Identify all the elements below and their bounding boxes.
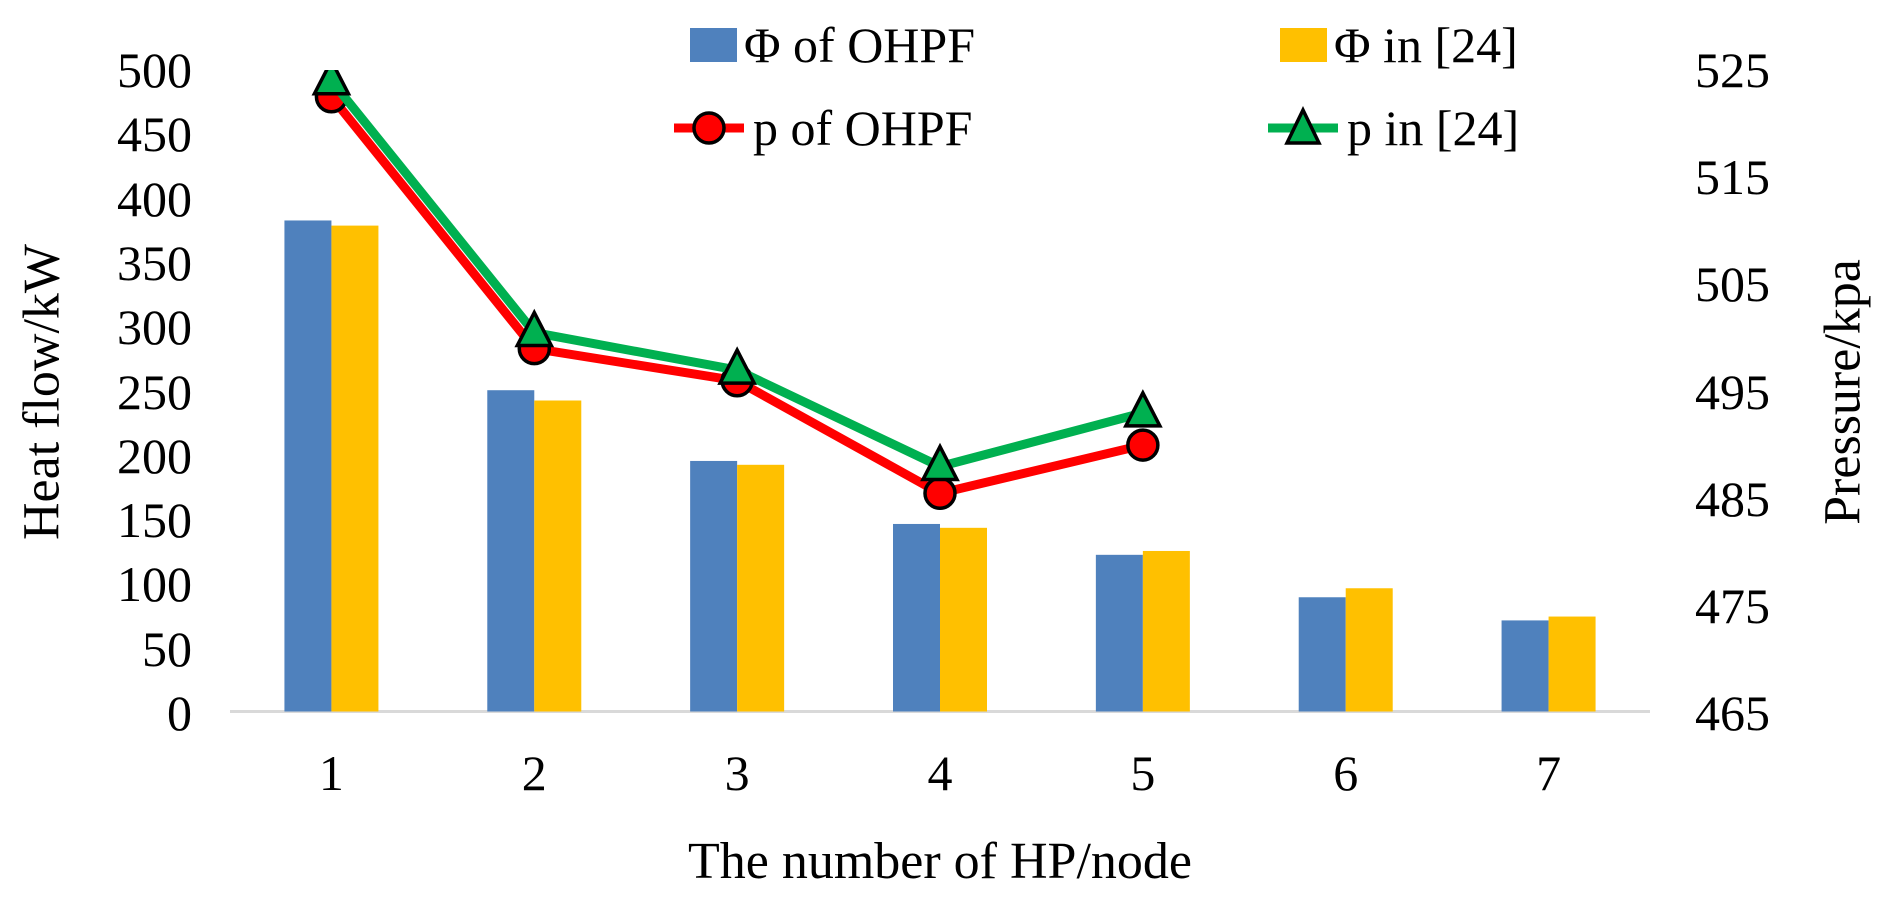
y-right-tick-label: 505 <box>1695 256 1770 313</box>
triangle-marker-cat5 <box>1122 389 1163 428</box>
bar-yellow-cat4 <box>940 527 987 712</box>
y-left-tick-label: 400 <box>117 170 192 227</box>
y-left-tick-label: 450 <box>117 106 192 163</box>
y-right-tick-label: 485 <box>1695 470 1770 527</box>
legend-item-phi-24: Φ in [24] <box>1280 17 1518 73</box>
y-left-tick-label: 50 <box>142 620 192 677</box>
legend-label: Φ in [24] <box>1334 17 1518 73</box>
bar-blue-cat5 <box>1095 554 1143 712</box>
bar-yellow-cat1 <box>331 225 379 712</box>
bar-blue-cat7 <box>1501 620 1549 712</box>
y-left-tick-label: 250 <box>117 363 192 420</box>
bar-blue-cat3 <box>690 460 738 712</box>
bar-blue-cat4 <box>893 523 940 712</box>
bar-yellow-cat7 <box>1548 616 1596 712</box>
y-right-tick-label: 495 <box>1695 363 1770 420</box>
y-left-tick-label: 300 <box>117 299 192 356</box>
legend-item-p-ohpf: p of OHPF <box>672 100 972 156</box>
y-left-tick-label: 150 <box>117 492 192 549</box>
x-tick-label: 3 <box>724 745 750 801</box>
blue-bar-swatch-icon <box>690 28 737 62</box>
bar-blue-cat1 <box>284 220 332 712</box>
legend-item-p-24: p in [24] <box>1266 100 1519 156</box>
triangle-marker-cat2 <box>514 308 555 348</box>
triangle-marker-cat1 <box>311 70 352 96</box>
bar-yellow-cat6 <box>1345 588 1393 712</box>
y-left-tick-label: 350 <box>117 234 192 291</box>
bar-yellow-cat3 <box>737 464 785 712</box>
x-tick-label: 2 <box>521 745 547 801</box>
y-right-tick-label: 515 <box>1695 149 1770 206</box>
x-tick-label: 7 <box>1536 745 1562 801</box>
y-left-tick-label: 100 <box>117 556 192 613</box>
legend-label: p in [24] <box>1347 100 1520 156</box>
red-pressure-line <box>327 93 1144 498</box>
x-tick-label: 4 <box>927 745 953 801</box>
yellow-bar-swatch-icon <box>1280 28 1327 62</box>
legend-item-phi-ohpf: Φ of OHPF <box>690 17 975 73</box>
bar-yellow-cat5 <box>1142 550 1190 712</box>
triangle-marker-cat4 <box>920 442 960 482</box>
bar-blue-cat6 <box>1298 597 1346 712</box>
bar-yellow-cat2 <box>534 400 582 712</box>
y-left-tick-label: 500 <box>117 42 192 98</box>
x-tick-label: 6 <box>1333 745 1359 801</box>
red-line-circle-marker-icon <box>674 111 744 145</box>
x-tick-label: 5 <box>1130 745 1156 801</box>
legend-label: Φ of OHPF <box>744 17 976 73</box>
plot-area <box>230 70 1650 713</box>
y-left-tick-label: 200 <box>117 427 192 484</box>
green-pressure-line <box>327 77 1145 471</box>
triangle-marker-cat3 <box>717 346 758 385</box>
bar-blue-cat2 <box>487 390 535 712</box>
x-tick-label: 1 <box>318 745 344 801</box>
circle-marker-cat4 <box>923 476 957 511</box>
y-right-tick-label: 465 <box>1695 685 1770 741</box>
y-right-tick-label: 475 <box>1695 577 1770 634</box>
green-line-triangle-marker-icon <box>1268 105 1338 145</box>
y-right-tick-label: 525 <box>1695 42 1770 98</box>
legend-label: p of OHPF <box>753 100 973 156</box>
x-axis-title: The number of HP/node <box>687 833 1193 890</box>
y-left-tick-label: 0 <box>167 685 192 741</box>
circle-marker-cat5 <box>1126 428 1160 462</box>
